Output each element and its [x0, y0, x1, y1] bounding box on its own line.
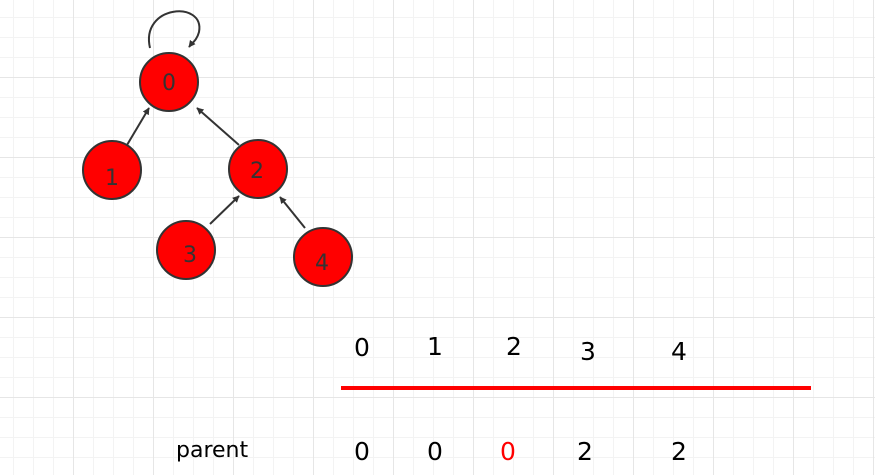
tree-node-3: 3 — [156, 220, 216, 280]
edge-3-to-2 — [209, 195, 240, 225]
tree-node-2: 2 — [228, 139, 288, 199]
tree-node-2-circle — [228, 139, 288, 199]
array-index-0: 0 — [354, 333, 370, 362]
tree-node-4: 4 — [293, 227, 353, 287]
parent-value-2: 0 — [500, 437, 516, 466]
tree-node-4-label: 4 — [315, 251, 329, 276]
edge-2-to-0 — [196, 107, 240, 146]
parent-value-4: 2 — [671, 437, 687, 466]
tree-node-0: 0 — [139, 52, 199, 112]
tree-node-3-circle — [156, 220, 216, 280]
parent-value-3: 2 — [577, 437, 593, 466]
tree-node-3-label: 3 — [183, 243, 197, 268]
self-loop-arrow-0 — [147, 10, 201, 49]
tree-node-0-label: 0 — [162, 71, 176, 96]
array-index-2: 2 — [506, 332, 522, 361]
tree-node-1: 1 — [82, 140, 142, 200]
edge-1-to-0 — [126, 107, 150, 146]
parent-value-0: 0 — [354, 437, 370, 466]
tree-node-0-circle — [139, 52, 199, 112]
tree-node-1-circle — [82, 140, 142, 200]
array-index-1: 1 — [427, 332, 443, 361]
array-divider-line — [341, 386, 811, 390]
parent-value-1: 0 — [427, 437, 443, 466]
array-index-3: 3 — [580, 337, 596, 366]
tree-node-4-circle — [293, 227, 353, 287]
array-index-4: 4 — [671, 337, 687, 366]
tree-node-1-label: 1 — [105, 166, 119, 191]
tree-node-2-label: 2 — [250, 159, 264, 184]
parent-row-label: parent — [176, 438, 249, 463]
edge-4-to-2 — [279, 196, 306, 229]
